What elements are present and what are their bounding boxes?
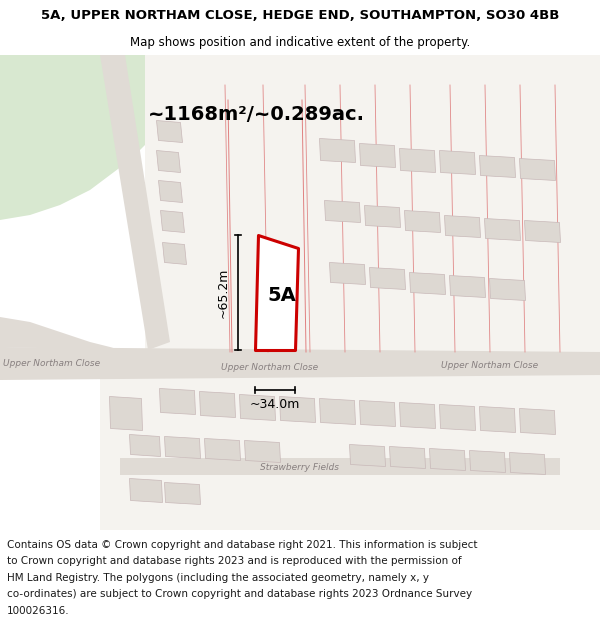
Text: Contains OS data © Crown copyright and database right 2021. This information is : Contains OS data © Crown copyright and d… xyxy=(7,539,478,549)
Text: Map shows position and indicative extent of the property.: Map shows position and indicative extent… xyxy=(130,36,470,49)
Text: Strawberry Fields: Strawberry Fields xyxy=(260,462,340,471)
Text: ~1168m²/~0.289ac.: ~1168m²/~0.289ac. xyxy=(148,106,365,124)
Text: 5A, UPPER NORTHAM CLOSE, HEDGE END, SOUTHAMPTON, SO30 4BB: 5A, UPPER NORTHAM CLOSE, HEDGE END, SOUT… xyxy=(41,9,559,22)
Text: co-ordinates) are subject to Crown copyright and database rights 2023 Ordnance S: co-ordinates) are subject to Crown copyr… xyxy=(7,589,472,599)
Text: HM Land Registry. The polygons (including the associated geometry, namely x, y: HM Land Registry. The polygons (includin… xyxy=(7,572,429,582)
Text: 100026316.: 100026316. xyxy=(7,606,70,616)
Text: ~65.2m: ~65.2m xyxy=(217,268,230,318)
Text: ~34.0m: ~34.0m xyxy=(250,398,300,411)
Text: to Crown copyright and database rights 2023 and is reproduced with the permissio: to Crown copyright and database rights 2… xyxy=(7,556,462,566)
Text: Upper Northam Close: Upper Northam Close xyxy=(221,364,319,372)
Text: Upper Northam Close: Upper Northam Close xyxy=(442,361,539,369)
Text: 5A: 5A xyxy=(267,286,296,305)
Text: Upper Northam Close: Upper Northam Close xyxy=(4,359,101,369)
